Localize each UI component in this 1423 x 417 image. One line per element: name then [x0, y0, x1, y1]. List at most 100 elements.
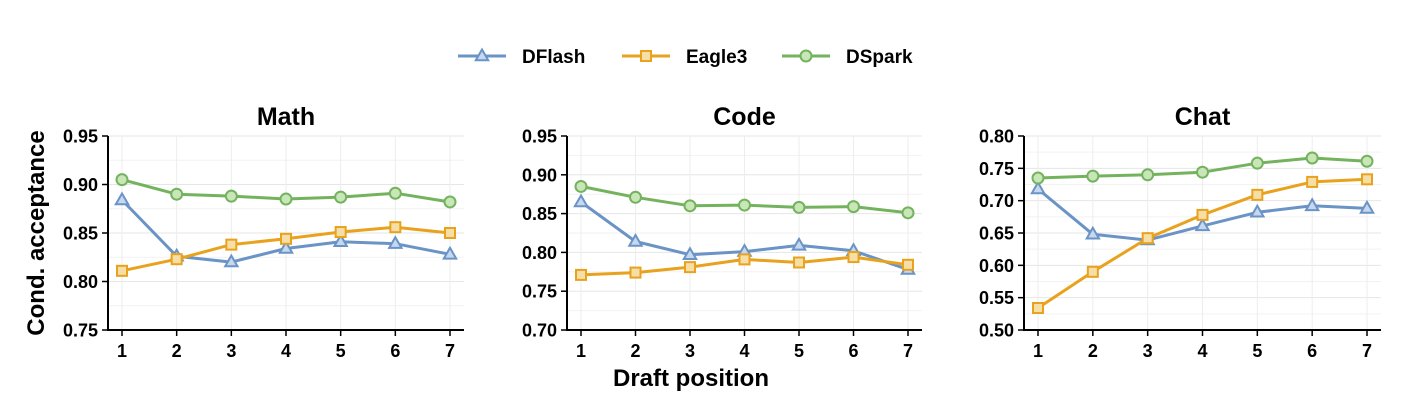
- data-point-dflash: [223, 253, 240, 268]
- x-tick-label: 4: [739, 341, 749, 361]
- data-point-eagle3: [225, 238, 238, 251]
- x-tick-label: 7: [445, 341, 455, 361]
- data-point-dspark: [1141, 168, 1155, 182]
- series-eagle3: [575, 251, 914, 281]
- y-tick-label: 0.85: [63, 224, 98, 244]
- data-point-dspark: [738, 198, 751, 212]
- series-dspark: [115, 173, 457, 209]
- data-point-eagle3: [116, 264, 128, 277]
- x-tick-label: 5: [1252, 341, 1262, 361]
- series-dflash: [1030, 180, 1375, 246]
- data-point-dspark: [847, 200, 860, 214]
- data-point-dspark: [1196, 165, 1209, 179]
- y-tick-label: 0.75: [63, 321, 98, 341]
- data-point-dflash: [442, 245, 458, 260]
- gridlines: [1024, 135, 1381, 331]
- legend-label-dspark: DSpark: [846, 47, 913, 68]
- data-point-dspark: [1250, 156, 1264, 170]
- legend-item-dflash: DFlash: [458, 47, 585, 68]
- legend-marker-dspark: [799, 49, 813, 63]
- data-point-eagle3: [334, 226, 347, 239]
- data-point-dspark: [683, 199, 697, 213]
- data-point-dspark: [115, 173, 129, 187]
- legend-marker-dflash: [474, 47, 490, 62]
- y-tick-label: 0.70: [979, 191, 1014, 211]
- data-point-dflash: [1304, 197, 1321, 212]
- x-tick-label: 6: [390, 341, 400, 361]
- y-tick-label: 0.80: [63, 272, 98, 292]
- legend-item-dspark: DSpark: [782, 47, 913, 68]
- y-tick-label: 0.90: [522, 165, 557, 185]
- data-point-dspark: [1305, 151, 1319, 165]
- data-point-dflash: [278, 240, 294, 254]
- data-point-dspark: [1086, 169, 1100, 183]
- panel-title: Math: [257, 103, 315, 131]
- data-point-eagle3: [389, 221, 402, 234]
- data-point-eagle3: [738, 253, 751, 266]
- data-point-eagle3: [684, 261, 696, 274]
- data-point-dflash: [387, 235, 404, 249]
- data-point-dflash: [1359, 199, 1375, 214]
- panel-title: Chat: [1175, 103, 1231, 131]
- data-point-dflash: [1249, 203, 1266, 218]
- y-tick-label: 0.50: [979, 321, 1014, 341]
- data-point-eagle3: [1251, 188, 1264, 201]
- x-tick-label: 2: [1088, 341, 1098, 361]
- data-point-eagle3: [575, 268, 587, 281]
- data-point-dspark: [629, 190, 642, 204]
- y-tick-label: 0.80: [522, 243, 557, 263]
- gridlines: [567, 135, 922, 331]
- y-tick-label: 0.60: [979, 256, 1014, 276]
- data-point-dspark: [388, 186, 402, 200]
- data-point-dflash: [682, 246, 698, 260]
- data-point-eagle3: [847, 251, 860, 264]
- x-axis-label: Draft position: [613, 365, 769, 392]
- data-point-dflash: [573, 193, 589, 208]
- data-point-dspark: [1360, 154, 1374, 168]
- x-tick-label: 3: [1143, 341, 1153, 361]
- series-eagle3: [116, 221, 456, 277]
- data-point-dspark: [279, 192, 293, 206]
- series-eagle3: [1032, 173, 1373, 315]
- y-tick-label: 0.75: [522, 282, 557, 302]
- data-point-eagle3: [1141, 232, 1154, 245]
- data-point-dspark: [443, 195, 457, 209]
- x-tick-label: 5: [336, 341, 346, 361]
- panel-title: Code: [713, 103, 776, 131]
- x-tick-label: 1: [576, 341, 586, 361]
- x-tick-label: 4: [1197, 341, 1207, 361]
- x-tick-label: 2: [172, 341, 182, 361]
- data-point-eagle3: [170, 253, 183, 266]
- legend-marker-eagle3: [640, 50, 652, 62]
- x-tick-label: 7: [903, 341, 913, 361]
- x-tick-label: 6: [848, 341, 858, 361]
- y-tick-label: 0.55: [979, 288, 1014, 308]
- x-tick-label: 4: [281, 341, 291, 361]
- y-tick-label: 0.85: [522, 204, 557, 224]
- x-tick-label: 6: [1307, 341, 1317, 361]
- data-point-dspark: [792, 200, 806, 214]
- data-point-dflash: [332, 233, 349, 247]
- data-point-dspark: [224, 189, 238, 203]
- legend-label-eagle3: Eagle3: [686, 47, 747, 68]
- y-tick-label: 0.70: [522, 321, 557, 341]
- y-tick-label: 0.90: [63, 175, 98, 195]
- data-point-dflash: [791, 236, 807, 251]
- y-axis-label: Cond. acceptance: [23, 130, 50, 335]
- y-tick-label: 0.95: [63, 127, 98, 147]
- x-tick-label: 3: [226, 341, 236, 361]
- y-tick-label: 0.80: [979, 127, 1014, 147]
- y-tick-label: 0.95: [522, 127, 557, 147]
- data-point-dflash: [1030, 180, 1046, 195]
- data-point-dspark: [574, 179, 588, 193]
- x-tick-label: 5: [794, 341, 804, 361]
- data-point-eagle3: [1032, 302, 1044, 315]
- x-tick-label: 3: [685, 341, 695, 361]
- y-tick-label: 0.75: [979, 159, 1014, 179]
- panel-code: 0.70 0.75 0.80 0.85 0.90 0.95 1 2 3 4 5 6 7 Code: [522, 103, 922, 361]
- data-point-eagle3: [1361, 173, 1373, 186]
- legend: DFlash Eagle3 DSpark: [458, 47, 913, 68]
- data-point-eagle3: [280, 232, 292, 245]
